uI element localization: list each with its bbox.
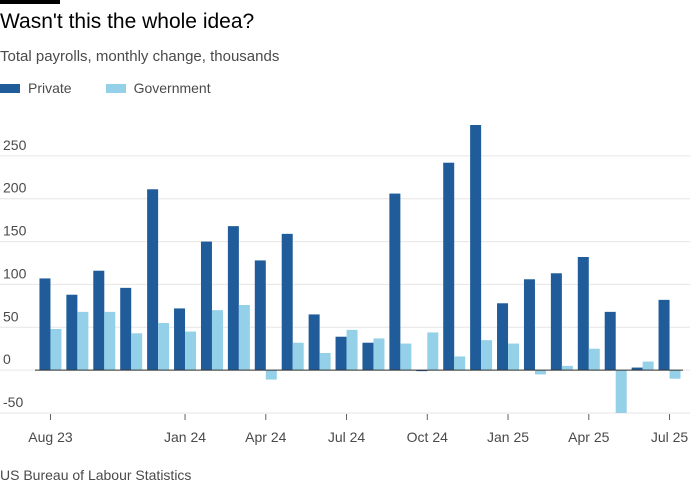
bar-private [308,314,320,371]
bar-government [50,329,62,371]
bar-private [631,367,643,371]
bar-private [497,303,509,371]
bar-government [373,338,385,371]
bar-government [346,329,358,371]
bar-private [93,270,105,371]
bar-private [658,299,670,371]
chart-subtitle: Total payrolls, monthly change, thousand… [0,48,280,65]
y-tick-label: -50 [3,394,23,410]
x-tick-label: Jan 24 [164,429,206,445]
bar-government [131,333,143,371]
y-tick-label: 0 [3,351,11,367]
x-tick-label: Jul 24 [328,429,366,445]
chart-title: Wasn't this the whole idea? [0,10,255,33]
legend-swatch-private [0,83,20,93]
bar-government [669,370,681,379]
bar-private [523,279,535,371]
x-tick-label: Aug 23 [28,429,73,445]
bar-government [642,361,654,371]
legend-label-government: Government [133,80,211,96]
top-rule [0,0,60,4]
bar-private [443,162,455,371]
y-tick-label: 100 [3,265,27,281]
bar-private [470,125,482,371]
bar-government [400,343,412,371]
bar-government [292,342,304,371]
bar-government [104,311,116,371]
bar-government [561,365,573,371]
x-tick-label: Jan 25 [487,429,529,445]
bar-private [254,260,266,371]
y-tick-label: 200 [3,180,27,196]
bar-private [550,273,562,371]
bar-private [200,241,212,371]
legend-item-private: Private [0,80,72,96]
bar-government [77,311,89,371]
x-tick-label: Jul 25 [651,429,689,445]
bar-government [481,340,493,371]
x-tick-label: Apr 25 [568,429,609,445]
bar-government [211,310,223,371]
bar-private [335,336,347,371]
x-tick-label: Apr 24 [245,429,286,445]
x-tick-label: Oct 24 [407,429,448,445]
legend-label-private: Private [28,80,72,96]
y-tick-label: 50 [3,308,19,324]
bar-private [147,189,159,371]
bar-government [319,353,331,371]
legend: Private Government [0,80,245,96]
bar-private [281,233,293,371]
legend-item-government: Government [105,80,211,96]
bar-government [158,323,170,371]
bar-government [185,331,197,371]
bar-government [265,370,277,380]
bar-private [604,311,616,371]
bar-government [615,370,627,413]
bar-government [454,356,466,371]
y-tick-label: 150 [3,223,27,239]
legend-swatch-government [105,83,126,93]
bar-government [238,305,250,371]
bar-private [389,193,401,371]
bar-private [39,278,51,371]
bar-private [362,342,374,371]
bar-private [120,287,132,371]
bar-private [174,308,186,371]
bar-government [588,348,600,371]
bar-government [427,332,439,371]
source-note: US Bureau of Labour Statistics [0,467,192,483]
y-tick-label: 250 [3,137,27,153]
bar-private [227,226,239,371]
bar-government [508,343,520,371]
bar-private [577,257,589,371]
bar-private [66,294,78,371]
bar-government [534,370,546,375]
